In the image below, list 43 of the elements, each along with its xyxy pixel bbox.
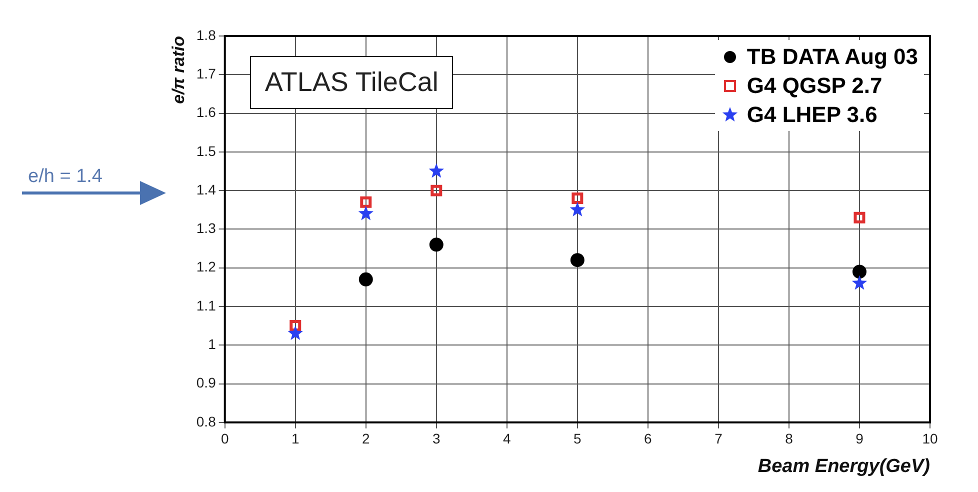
x-tick-label: 4 [503, 430, 512, 447]
y-tick-label: 1.4 [196, 181, 216, 198]
point [570, 202, 586, 216]
x-tick-label: 9 [856, 430, 864, 447]
point [358, 206, 374, 220]
x-tick-label: 6 [644, 430, 652, 447]
point [360, 196, 372, 208]
point [572, 192, 584, 204]
x-tick-label: 5 [574, 430, 582, 447]
y-tick-label: 1.6 [196, 104, 216, 120]
y-tick-label: 1.1 [196, 297, 216, 314]
y-tick-label: 1.2 [196, 258, 216, 275]
y-tick-label: 0.8 [196, 413, 216, 430]
point [430, 184, 442, 196]
text: e/h = 1.4 [28, 166, 102, 188]
point [429, 238, 444, 252]
x-tick-label: 0 [220, 430, 229, 447]
y-tick-label: 1.8 [196, 26, 216, 43]
y-tick-label: 1 [208, 336, 216, 352]
y-tick-label: 1.3 [196, 220, 216, 236]
x-axis-title: Beam Energy(GeV) [758, 456, 930, 477]
y-tick-label: 1.5 [196, 142, 216, 159]
x-tick-label: 7 [714, 430, 723, 447]
y-tick-label: 1.7 [196, 66, 216, 82]
y-axis-title: e/π ratio [168, 36, 188, 104]
x-tick-label: 10 [922, 430, 938, 447]
x-tick-label: 2 [362, 430, 370, 447]
legend-label: TB DATA Aug 03 [746, 43, 918, 71]
point [852, 264, 866, 279]
point [428, 163, 444, 178]
legend-label: G4 QGSP 2.7 [746, 72, 882, 100]
point [288, 326, 303, 340]
annotation: ATLAS TileCal [250, 56, 454, 109]
point [852, 275, 868, 290]
y-tick-label: 0.9 [196, 374, 216, 391]
x-tick-label: 3 [432, 430, 441, 447]
legend-label: G4 LHEP 3.6 [746, 101, 878, 129]
point [358, 272, 373, 286]
x-tick-label: 8 [785, 430, 794, 447]
point [570, 253, 584, 268]
x-tick-label: 1 [291, 430, 300, 447]
point [854, 212, 866, 224]
point [290, 320, 302, 332]
